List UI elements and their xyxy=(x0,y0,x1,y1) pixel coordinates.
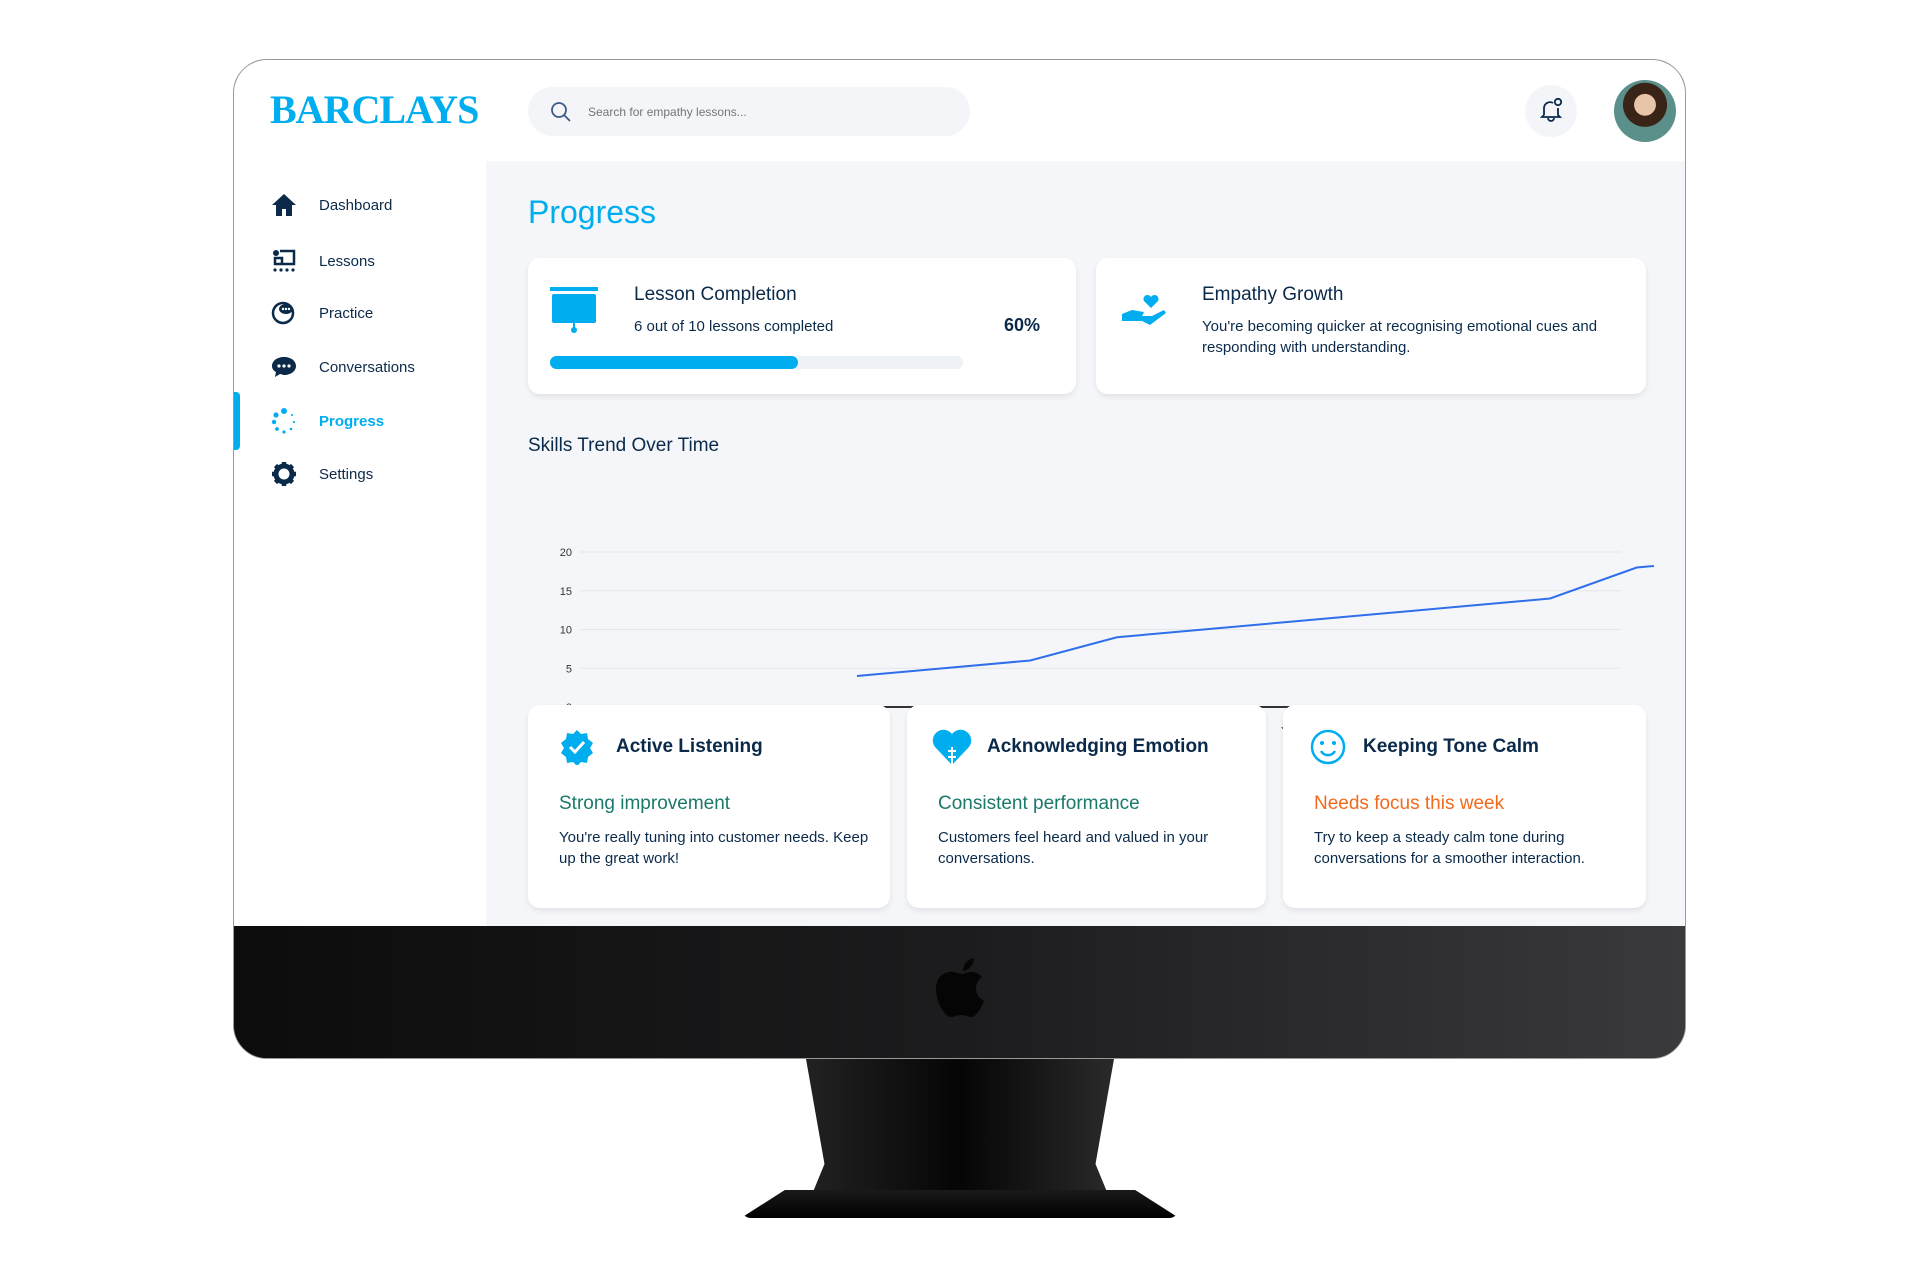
page-title: Progress xyxy=(528,194,657,230)
top-header xyxy=(486,60,1685,161)
monitor-chin xyxy=(234,926,1685,1058)
smiley-icon xyxy=(1309,728,1347,771)
skill-card-keeping-tone-calm: Keeping Tone Calm Needs focus this week … xyxy=(1283,705,1646,908)
chart-title: Skills Trend Over Time xyxy=(528,435,720,456)
progress-fill xyxy=(550,356,798,369)
app-screen: BARCLAYS Dashboard Lessons Practice Conv… xyxy=(234,60,1685,926)
sidebar-item-label: Progress xyxy=(319,412,385,430)
search-bar[interactable] xyxy=(528,87,970,136)
sidebar-item-label: Lessons xyxy=(319,252,375,270)
skill-text: Customers feel heard and valued in your … xyxy=(938,829,1209,867)
barclays-logo[interactable]: BARCLAYS xyxy=(270,87,479,132)
skill-status: Consistent performance xyxy=(938,793,1140,814)
skill-text: You're really tuning into customer needs… xyxy=(559,829,869,867)
y-tick-label: 20 xyxy=(560,547,572,559)
chat-bubble-icon xyxy=(270,353,298,381)
sidebar-item-practice[interactable]: Practice xyxy=(234,291,486,335)
skill-title: Active Listening xyxy=(616,736,763,757)
y-tick-label: 5 xyxy=(566,663,572,675)
sidebar-item-lessons[interactable]: Lessons xyxy=(234,239,486,283)
progress-bar xyxy=(550,356,963,369)
sidebar-item-label: Settings xyxy=(319,465,374,483)
sidebar-item-conversations[interactable]: Conversations xyxy=(234,345,486,389)
sidebar-item-settings[interactable]: Settings xyxy=(234,452,486,496)
heart-hand-icon xyxy=(1122,288,1168,339)
user-avatar[interactable] xyxy=(1614,80,1676,142)
y-tick-label: 10 xyxy=(560,625,572,637)
completion-percent: 60% xyxy=(1004,315,1041,335)
skill-card-active-listening: Active Listening Strong improvement You'… xyxy=(528,705,890,908)
skill-title: Keeping Tone Calm xyxy=(1363,736,1539,757)
card-title: Lesson Completion xyxy=(634,284,797,305)
empathy-growth-card: Empathy Growth You're becoming quicker a… xyxy=(1096,258,1646,394)
sidebar-item-label: Dashboard xyxy=(319,196,393,214)
monitor-stand xyxy=(806,1059,1114,1209)
sidebar-item-dashboard[interactable]: Dashboard xyxy=(234,183,486,227)
apple-logo-icon xyxy=(936,956,988,1025)
presentation-board-icon xyxy=(550,287,598,340)
lesson-completion-card: Lesson Completion 6 out of 10 lessons co… xyxy=(528,258,1076,394)
search-icon xyxy=(550,101,572,128)
active-indicator xyxy=(234,392,240,450)
skill-card-acknowledging-emotion: Acknowledging Emotion Consistent perform… xyxy=(907,705,1266,908)
skill-status: Needs focus this week xyxy=(1314,793,1505,814)
lessons-board-icon xyxy=(270,247,298,275)
sidebar-item-label: Conversations xyxy=(319,358,415,376)
series-line xyxy=(856,564,1654,677)
home-icon xyxy=(270,191,298,219)
imac-monitor: BARCLAYS Dashboard Lessons Practice Conv… xyxy=(233,59,1686,1059)
sidebar-item-progress[interactable]: Progress xyxy=(234,399,486,443)
notification-button[interactable] xyxy=(1525,85,1577,137)
bell-icon xyxy=(1538,96,1564,127)
search-input[interactable] xyxy=(588,104,948,119)
lesson-count: 6 out of 10 lessons completed xyxy=(634,318,834,335)
card-title: Empathy Growth xyxy=(1202,284,1344,305)
skill-status: Strong improvement xyxy=(559,793,731,814)
verified-check-icon xyxy=(559,729,595,770)
sidebar: BARCLAYS Dashboard Lessons Practice Conv… xyxy=(234,60,486,926)
gear-icon xyxy=(270,460,298,488)
heart-brain-icon xyxy=(931,727,973,772)
practice-head-icon xyxy=(270,299,298,327)
skill-title: Acknowledging Emotion xyxy=(987,736,1209,757)
progress-dots-icon xyxy=(270,407,298,435)
skill-text: Try to keep a steady calm tone during co… xyxy=(1314,829,1585,867)
card-text: You're becoming quicker at recognising e… xyxy=(1202,318,1598,356)
monitor-base xyxy=(741,1190,1179,1218)
y-tick-label: 15 xyxy=(560,586,572,598)
sidebar-item-label: Practice xyxy=(319,304,374,322)
